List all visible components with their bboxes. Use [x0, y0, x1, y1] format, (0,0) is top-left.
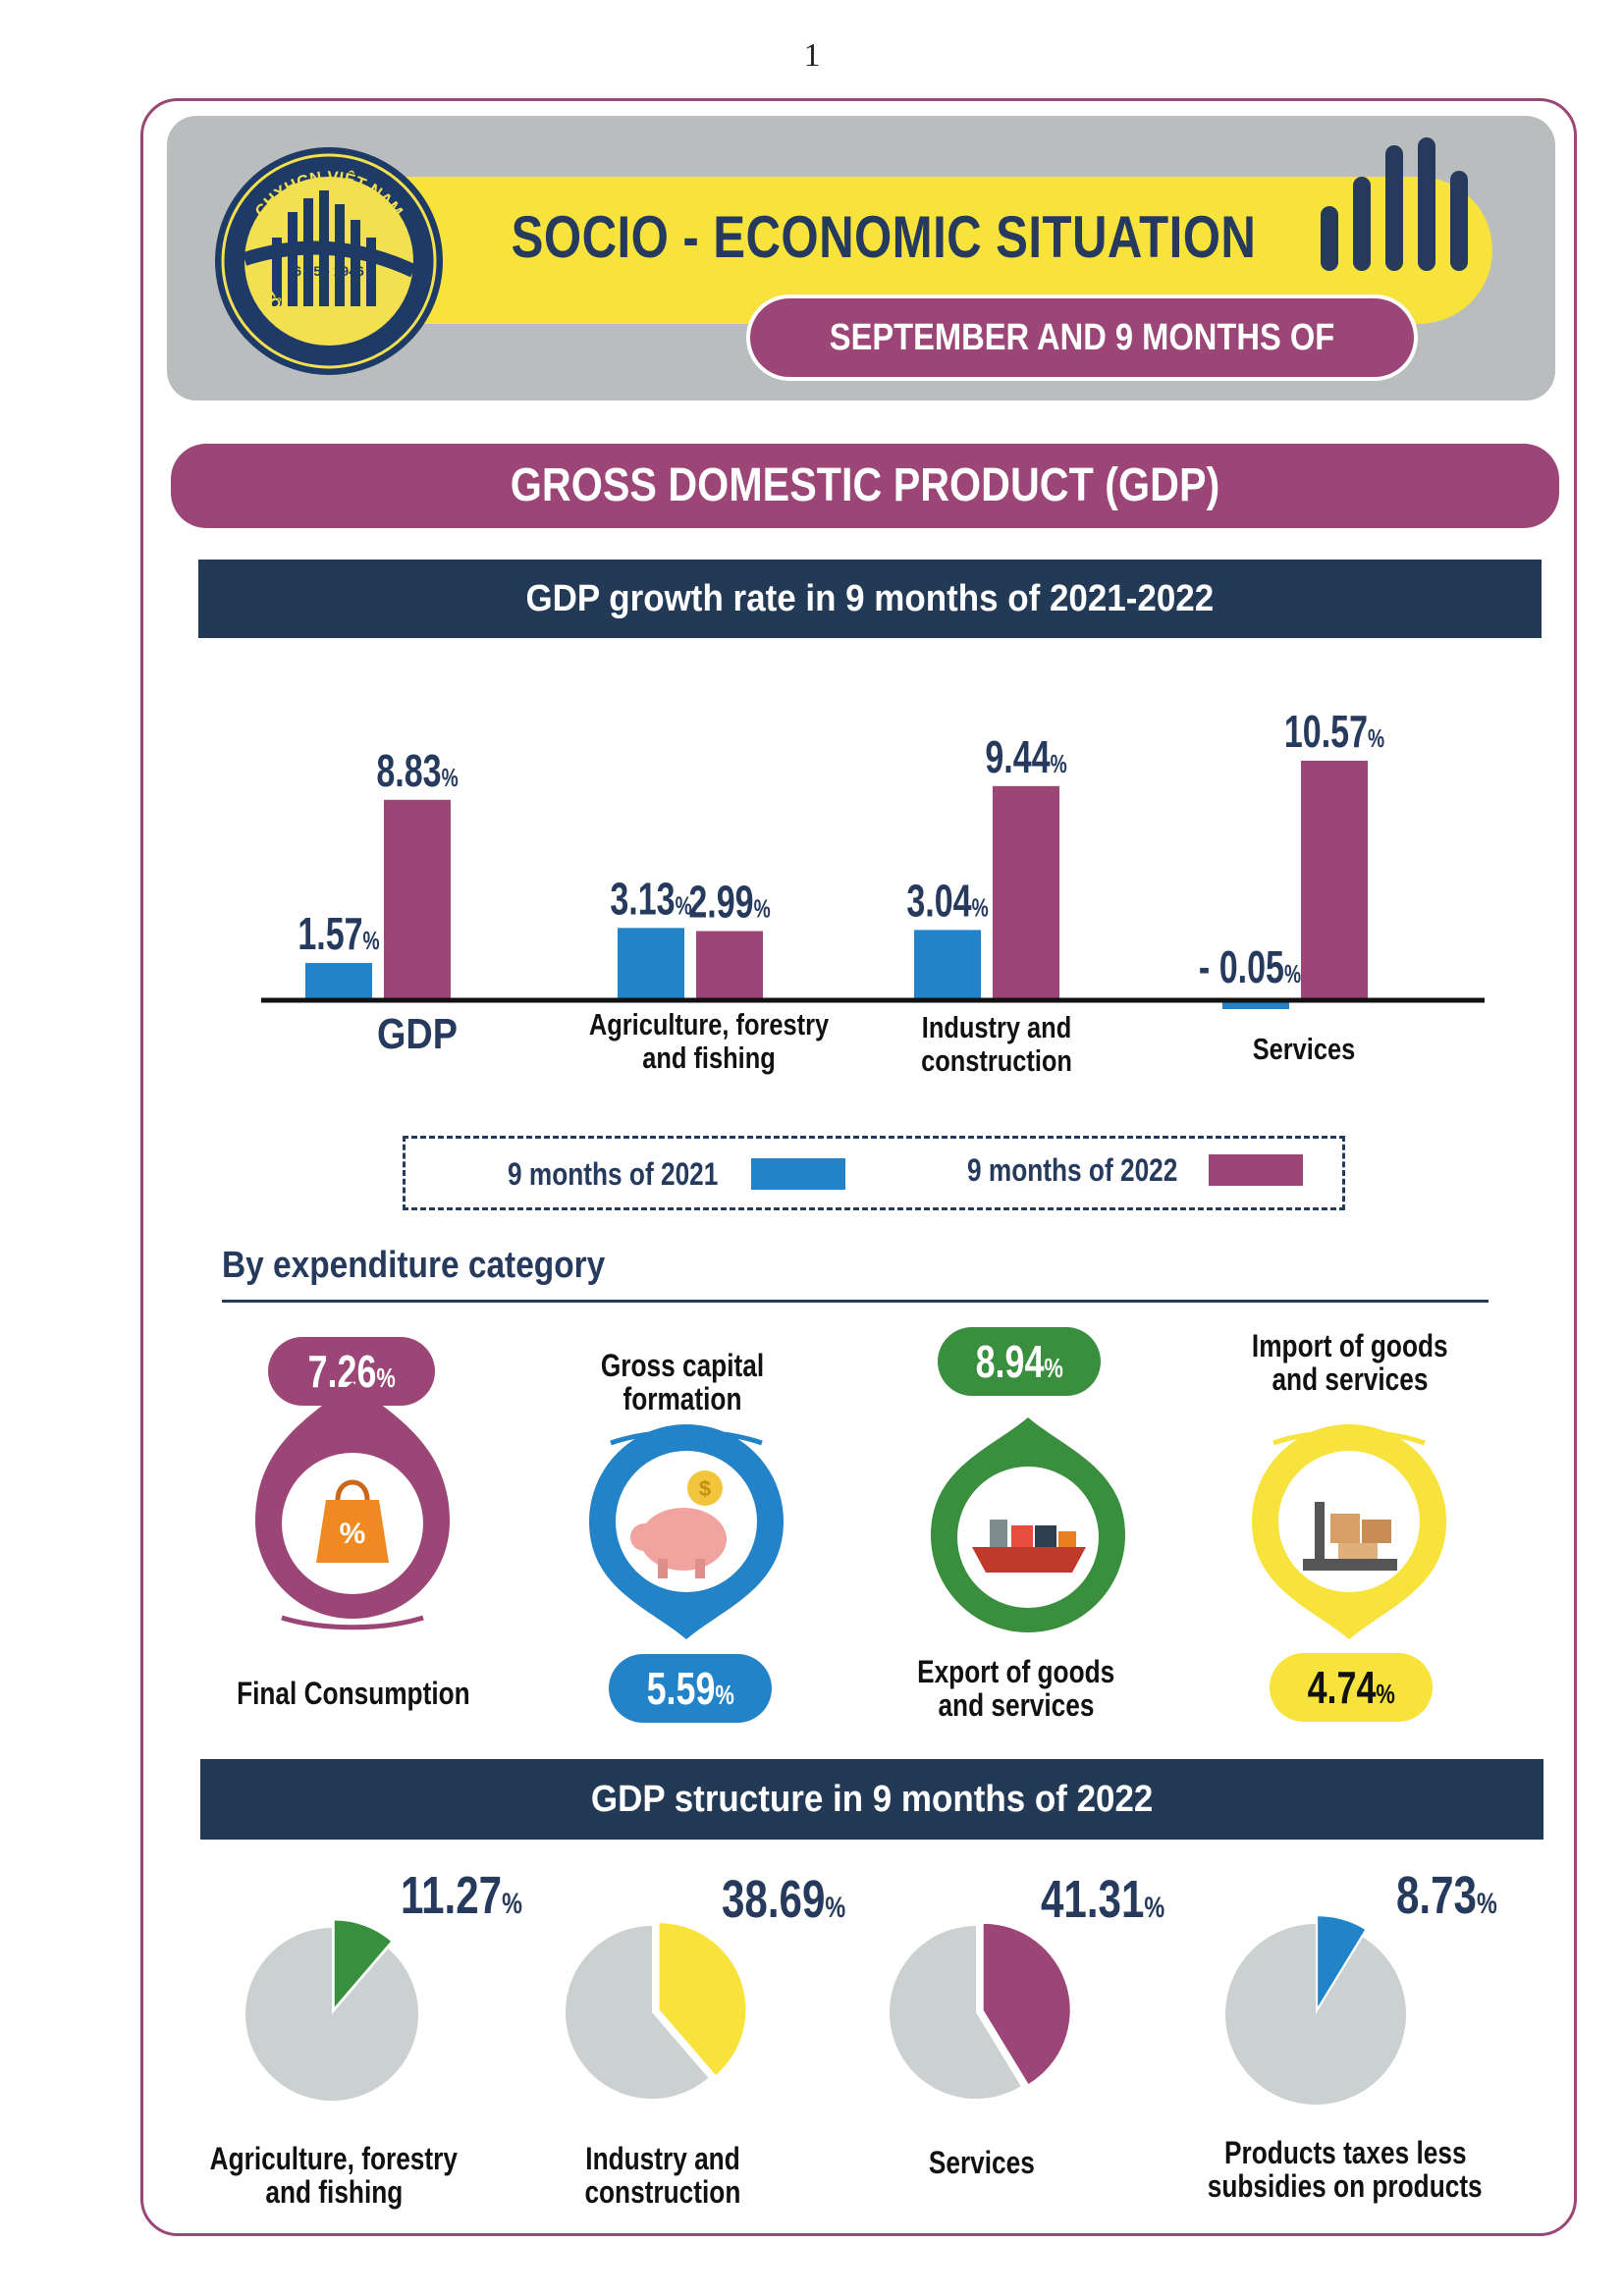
pie-label-agri: Agriculture, forestry and fishing: [209, 2141, 459, 2210]
pie-2: [890, 1923, 1070, 2099]
pie-3: [1225, 1916, 1407, 2105]
pie-rest-0: [245, 1928, 419, 2101]
bar-chart-icon: [1321, 137, 1468, 271]
bar-2021-3: [1222, 1002, 1289, 1009]
shopping-bag-icon: %: [316, 1479, 389, 1563]
pie-rest-3: [1225, 1924, 1407, 2105]
pie-label-ind: Industry and construction: [584, 2141, 741, 2210]
final-consumption-label: Final Consumption: [237, 1676, 470, 1711]
gross-capital-value: 5.59%: [609, 1654, 772, 1723]
bar-2022-1: [696, 931, 763, 998]
bar-2021-0: [305, 963, 372, 998]
pie-rest-2: [890, 1926, 1021, 2099]
page-frame: [140, 98, 1577, 2236]
category-label-services: Services: [1253, 1033, 1356, 1067]
page-number: 1: [803, 37, 821, 74]
bar-2022-2: [993, 785, 1059, 998]
pie-label-services: Services: [929, 2145, 1035, 2180]
bar-label-2021-1: 3.13%: [610, 873, 691, 924]
bar-label-2022-0: 8.83%: [376, 745, 458, 796]
pie-0: [245, 1920, 419, 2101]
bar-2022-3: [1301, 760, 1368, 998]
structure-title: GDP structure in 9 months of 2022: [200, 1759, 1543, 1840]
legend-label-2022: 9 months of 2022: [967, 1152, 1178, 1188]
import-label: Import of goods and services: [1252, 1328, 1448, 1397]
gross-capital-badge: $: [589, 1424, 784, 1639]
gross-capital-label: Gross capital formation: [600, 1348, 765, 1416]
pie-label-taxes: Products taxes less subsidies on products: [1208, 2135, 1483, 2204]
pie-value-ind: 38.69%: [722, 1870, 846, 1929]
category-label-ind-line1: Industry and: [922, 1011, 1071, 1045]
expenditure-title: By expenditure category: [222, 1245, 606, 1286]
bar-label-2021-0: 1.57%: [298, 908, 379, 959]
bars-group: 1.57% 3.13% 3.04% - 0.05% 8.83% 2.99% 9.44% 10.…: [298, 706, 1384, 1009]
gdp-structure-pies: [245, 1916, 1407, 2105]
category-label-ind-line2: construction: [921, 1044, 1072, 1079]
import-badge: [1252, 1424, 1446, 1639]
bar-2021-2: [914, 930, 981, 998]
bar-label-2021-3: - 0.05%: [1199, 941, 1301, 992]
bar-label-2022-1: 2.99%: [688, 876, 770, 927]
pie-1: [566, 1923, 746, 2099]
logo-date: 6 - 5 - 1946: [294, 263, 364, 279]
subtitle-pill: SEPTEMBER AND 9 MONTHS OF 2022: [746, 294, 1418, 437]
legend-label-2021: 9 months of 2021: [508, 1156, 719, 1192]
bar-label-2022-3: 10.57%: [1284, 706, 1384, 757]
export-badge: [931, 1417, 1125, 1632]
pie-value-taxes: 8.73%: [1396, 1866, 1497, 1925]
legend-swatch-2021: [751, 1158, 845, 1190]
bar-2021-1: [618, 928, 684, 998]
import-value: 4.74%: [1270, 1653, 1433, 1722]
subtitle-text: SEPTEMBER AND 9 MONTHS OF 2022: [829, 317, 1335, 437]
export-value: 8.94%: [938, 1327, 1101, 1396]
growth-chart-title: GDP growth rate in 9 months of 2021-2022: [198, 560, 1542, 638]
svg-text:$: $: [699, 1476, 711, 1501]
svg-text:%: %: [340, 1518, 366, 1550]
bar-2022-0: [384, 799, 451, 998]
pie-value-services: 41.31%: [1041, 1870, 1165, 1929]
gso-logo-icon: CHXHCN VIỆT NAM 6 - 5 - 1946 TỔNG CỤC TH…: [215, 147, 443, 375]
category-label-agri-line1: Agriculture, forestry: [589, 1008, 829, 1042]
pie-slice-3: [1318, 1916, 1366, 2007]
legend-swatch-2022: [1209, 1154, 1303, 1186]
pie-slice-0: [334, 1920, 392, 2007]
pie-rest-1: [566, 1926, 709, 2099]
main-title: SOCIO - ECONOMIC SITUATION: [511, 204, 1257, 270]
growth-title-text: GDP growth rate in 9 months of 2021-2022: [525, 578, 1215, 619]
export-label: Export of goods and services: [917, 1654, 1115, 1723]
section-title-gdp: GROSS DOMESTIC PRODUCT (GDP): [171, 444, 1559, 528]
chart-legend: 9 months of 2021 9 months of 2022: [403, 1136, 1345, 1210]
bar-label-2021-2: 3.04%: [906, 875, 988, 926]
section-title-text: GROSS DOMESTIC PRODUCT (GDP): [510, 459, 1220, 511]
piggy-bank-icon: $: [630, 1470, 727, 1578]
cargo-ship-icon: [972, 1520, 1086, 1573]
final-consumption-badge: %: [255, 1382, 450, 1630]
gdp-growth-bar-chart: 1.57% 3.13% 3.04% - 0.05% 8.83% 2.99% 9.44% 10.…: [261, 706, 1485, 1079]
category-label-gdp: GDP: [377, 1009, 458, 1057]
expenditure-divider: [222, 1300, 1489, 1303]
bar-label-2022-2: 9.44%: [985, 731, 1066, 782]
category-label-agri-line2: and fishing: [642, 1041, 775, 1076]
pie-slice-1: [659, 1923, 746, 2075]
scale-boxes-icon: [1303, 1502, 1397, 1571]
pie-value-agri: 11.27%: [401, 1866, 522, 1925]
pie-slice-2: [983, 1923, 1070, 2085]
